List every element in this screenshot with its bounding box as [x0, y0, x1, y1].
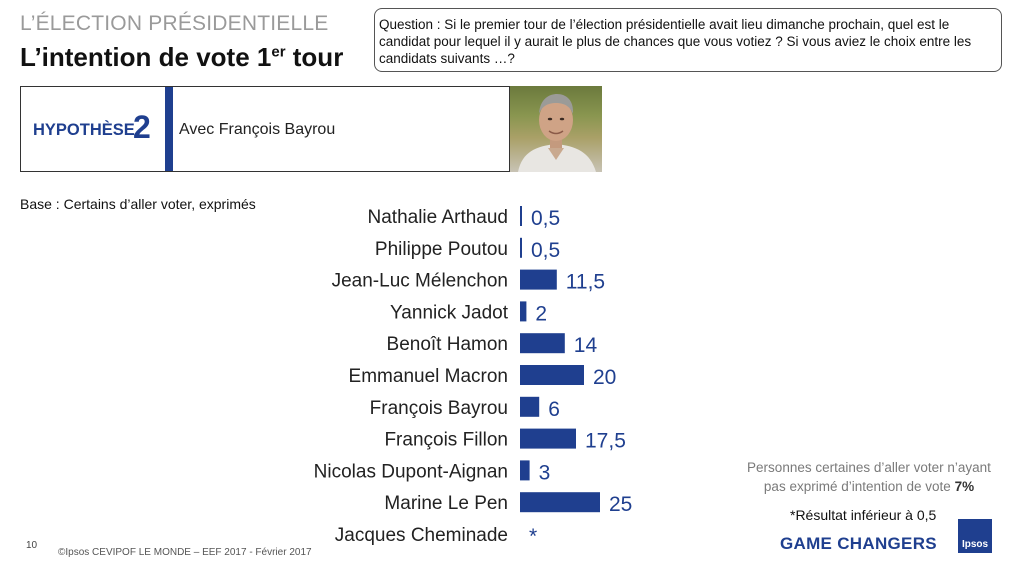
- bar: [520, 396, 540, 417]
- bar: [520, 301, 527, 322]
- category-label: Jean-Luc Mélenchon: [332, 271, 508, 292]
- no-vote-note: Personnes certaines d’aller voter n’ayan…: [747, 460, 991, 494]
- value-label: 2: [535, 302, 547, 325]
- value-label: 0,5: [531, 239, 560, 262]
- question-box: Question : Si le premier tour de l’élect…: [374, 8, 1002, 72]
- page-title: L’intention de vote 1er tour: [20, 42, 344, 72]
- value-label: 3: [539, 461, 551, 484]
- base-note: Base : Certains d’aller voter, exprimés: [20, 196, 256, 212]
- value-label: 0,5: [531, 207, 560, 230]
- hypothesis-label: HYPOTHÈSE: [33, 121, 135, 139]
- category-label: Philippe Poutou: [375, 239, 508, 260]
- category-label: François Bayrou: [370, 398, 508, 419]
- tagline: GAME CHANGERS: [780, 534, 937, 553]
- category-label: Emmanuel Macron: [349, 366, 508, 387]
- category-label: Marine Le Pen: [384, 493, 508, 514]
- value-label: 14: [574, 334, 598, 357]
- bar: [520, 428, 576, 449]
- bar: [520, 365, 584, 385]
- category-label: Nathalie Arthaud: [368, 207, 509, 228]
- hypothesis-box: HYPOTHÈSE 2 Avec François Bayrou: [20, 86, 510, 172]
- category-label: Jacques Cheminade: [335, 525, 508, 546]
- bar: [520, 492, 600, 513]
- value-label: 11,5: [566, 271, 605, 294]
- category-label: Benoît Hamon: [387, 334, 508, 355]
- value-label: 25: [609, 493, 632, 516]
- ipsos-logo: Ipsos: [958, 519, 992, 553]
- category-label: Nicolas Dupont-Aignan: [314, 461, 508, 482]
- bar: [520, 269, 557, 290]
- bar: [520, 460, 530, 481]
- candidate-photo: [510, 86, 602, 172]
- hypothesis-number: 2: [133, 109, 151, 145]
- vote-intention-chart: Nathalie Arthaud 0,5 Philippe Poutou 0,5 Jea…: [314, 206, 632, 548]
- copyright: ©Ipsos CEVIPOF LE MONDE – EEF 2017 - Fév…: [58, 547, 312, 558]
- bar: [520, 206, 522, 226]
- bar: [520, 237, 522, 258]
- value-label: *: [529, 525, 537, 548]
- hypothesis-text: Avec François Bayrou: [179, 121, 336, 138]
- bar: [520, 333, 565, 354]
- value-label: 20: [593, 366, 616, 389]
- category-label: François Fillon: [384, 430, 508, 451]
- value-label: 17,5: [585, 430, 626, 453]
- section-supertitle: L’ÉLECTION PRÉSIDENTIELLE: [20, 12, 329, 35]
- value-label: 6: [548, 398, 560, 421]
- hypothesis-divider: [165, 87, 173, 171]
- footnote: *Résultat inférieur à 0,5: [790, 507, 937, 523]
- page-number: 10: [26, 540, 38, 551]
- category-label: Yannick Jadot: [390, 302, 509, 323]
